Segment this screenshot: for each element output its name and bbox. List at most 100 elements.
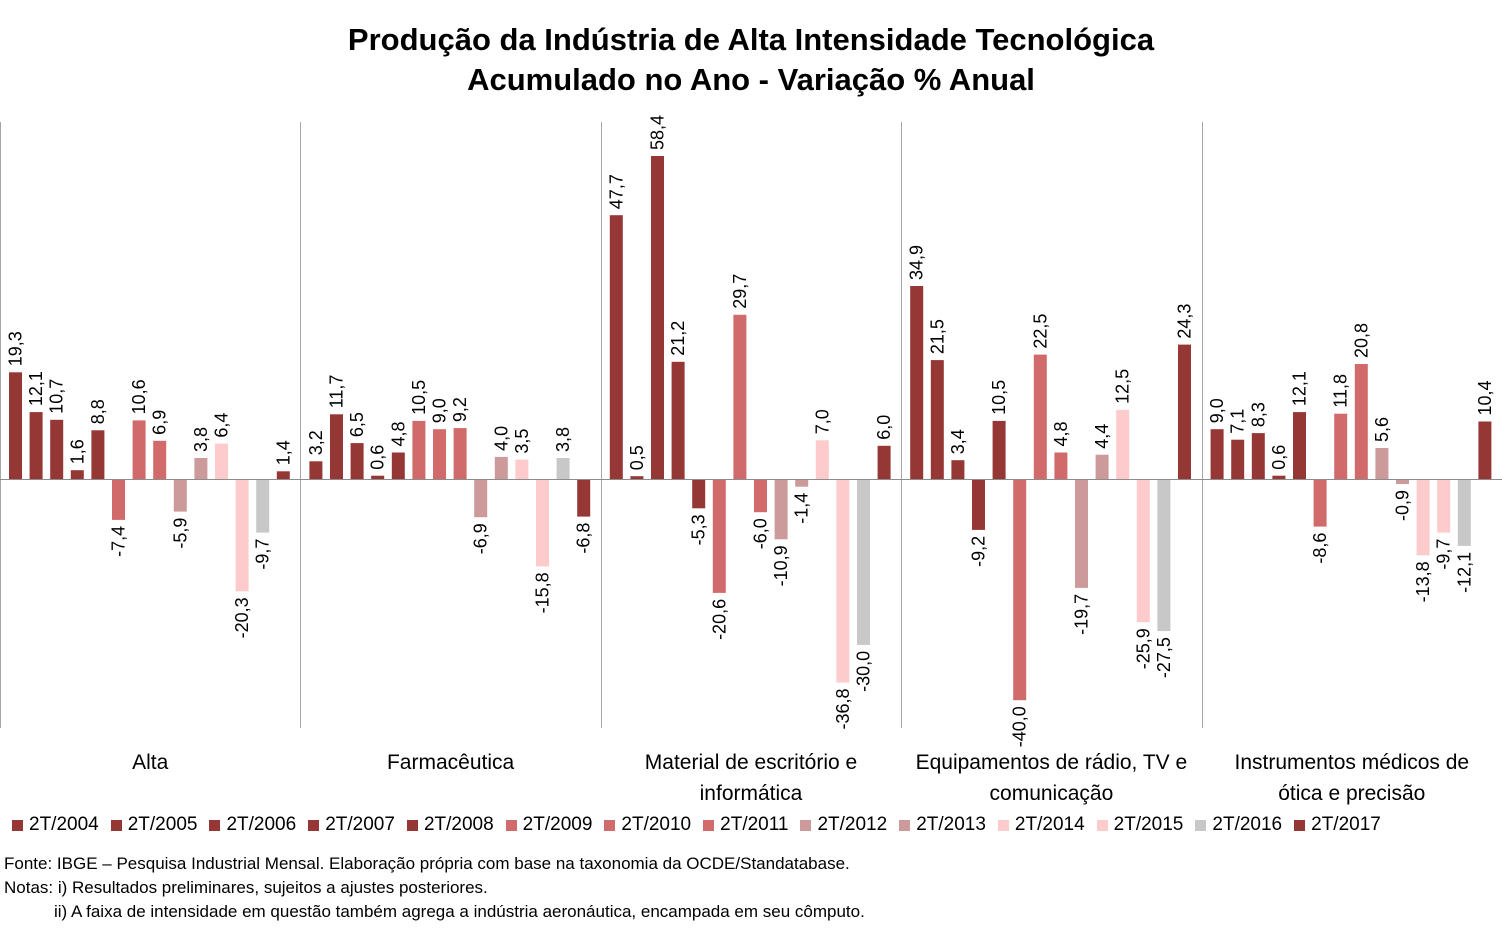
data-label: 1,6 [67,439,87,464]
bar [50,419,64,479]
legend-label: 2T/2008 [423,814,494,835]
bar [1396,479,1409,484]
legend-item: 2T/2005 [110,814,198,836]
bar [992,420,1006,479]
data-label: 4,4 [1092,424,1112,449]
bar [1457,479,1471,546]
bar [1178,344,1191,479]
data-label: -5,9 [170,518,190,549]
data-label: -19,7 [1072,594,1092,635]
legend-label: 2T/2005 [127,814,198,835]
legend-label: 2T/2014 [1014,814,1085,835]
data-label: 3,8 [553,427,573,452]
legend-item: 2T/2015 [1096,814,1184,836]
category-label: Material de escritório e [645,751,857,774]
legend-item: 2T/2013 [899,814,986,836]
data-label: 22,5 [1030,314,1050,349]
bar [930,360,944,479]
data-label: 12,1 [26,371,46,406]
bar [1210,429,1224,479]
legend-item: 2T/2012 [800,814,887,836]
bar [795,479,809,487]
legend-swatch [505,819,517,831]
bar [910,286,924,479]
legend-label: 2T/2004 [29,814,99,835]
bar [1416,479,1430,556]
legend-label: 2T/2009 [522,814,593,835]
bar [412,420,426,479]
data-label: 9,0 [430,398,450,423]
data-label: -9,2 [969,536,989,567]
legend-item: 2T/2009 [505,814,593,836]
data-label: 6,4 [212,413,232,438]
legend-label: 2T/2007 [325,814,395,835]
bar [1272,475,1286,479]
legend-item: 2T/2004 [12,814,99,836]
legend-item: 2T/2017 [1294,814,1381,836]
bar [371,475,385,479]
bar [453,428,467,479]
data-label: -10,9 [771,545,791,586]
legend-label: 2T/2017 [1311,814,1381,835]
data-label: 12,5 [1113,369,1133,404]
legend-swatch [308,819,320,831]
bar [1251,433,1265,479]
data-label: -8,6 [1310,533,1330,564]
data-label: 21,5 [927,319,947,354]
legend-label: 2T/2015 [1113,814,1184,835]
bar [536,479,549,567]
data-label: 8,3 [1248,402,1268,427]
bar [1354,364,1368,479]
bar [91,430,105,479]
chart-title: Produção da Indústria de Alta Intensidad… [0,20,1502,100]
legend-item: 2T/2011 [703,814,788,836]
bar [733,314,747,479]
bar [391,452,405,479]
data-label: 10,6 [129,379,149,414]
bar [132,420,146,479]
bar [194,458,208,479]
data-label: 9,2 [450,397,470,422]
bar [9,372,22,479]
bar [1157,479,1171,632]
data-label: -9,7 [1434,539,1454,570]
bar [1095,454,1109,479]
bar [29,412,43,479]
category-label: Alta [132,751,169,774]
bar [153,440,167,479]
category-label: informática [700,782,803,805]
chart-notes: Fonte: IBGE – Pesquisa Industrial Mensal… [4,852,1494,924]
bar [577,479,591,517]
legend-swatch [604,819,616,831]
data-label: 9,0 [1207,398,1227,423]
data-label: 7,0 [812,409,832,434]
note-1: Notas: i) Resultados preliminares, sujei… [4,878,488,897]
bar [671,361,685,479]
category-label: Instrumentos médicos de [1234,751,1469,774]
data-label: -6,8 [574,523,594,554]
data-label: -27,5 [1154,637,1174,678]
bar [1054,452,1068,479]
bar [1334,413,1348,479]
category-label: comunicação [990,782,1114,805]
data-label: -6,9 [471,523,491,554]
legend-item: 2T/2006 [209,814,296,836]
legend-label: 2T/2010 [621,814,692,835]
bar [1478,421,1492,479]
bar [651,156,664,479]
legend-swatch [1195,819,1207,831]
data-label: 3,4 [948,429,968,454]
legend-item: 2T/2014 [997,814,1085,836]
bar [556,458,570,479]
chart-title-line-2: Acumulado no Ano - Variação % Anual [467,62,1035,97]
data-label: -30,0 [854,651,874,692]
data-label: 10,7 [47,379,67,414]
legend-item: 2T/2010 [604,814,691,836]
note-2: ii) A faixa de intensidade em questão ta… [54,902,865,921]
bar [1013,479,1027,701]
data-label: 4,0 [491,426,511,451]
bar [433,429,446,479]
bar [815,440,829,479]
data-label: 24,3 [1175,304,1195,339]
data-label: 0,5 [627,445,647,470]
